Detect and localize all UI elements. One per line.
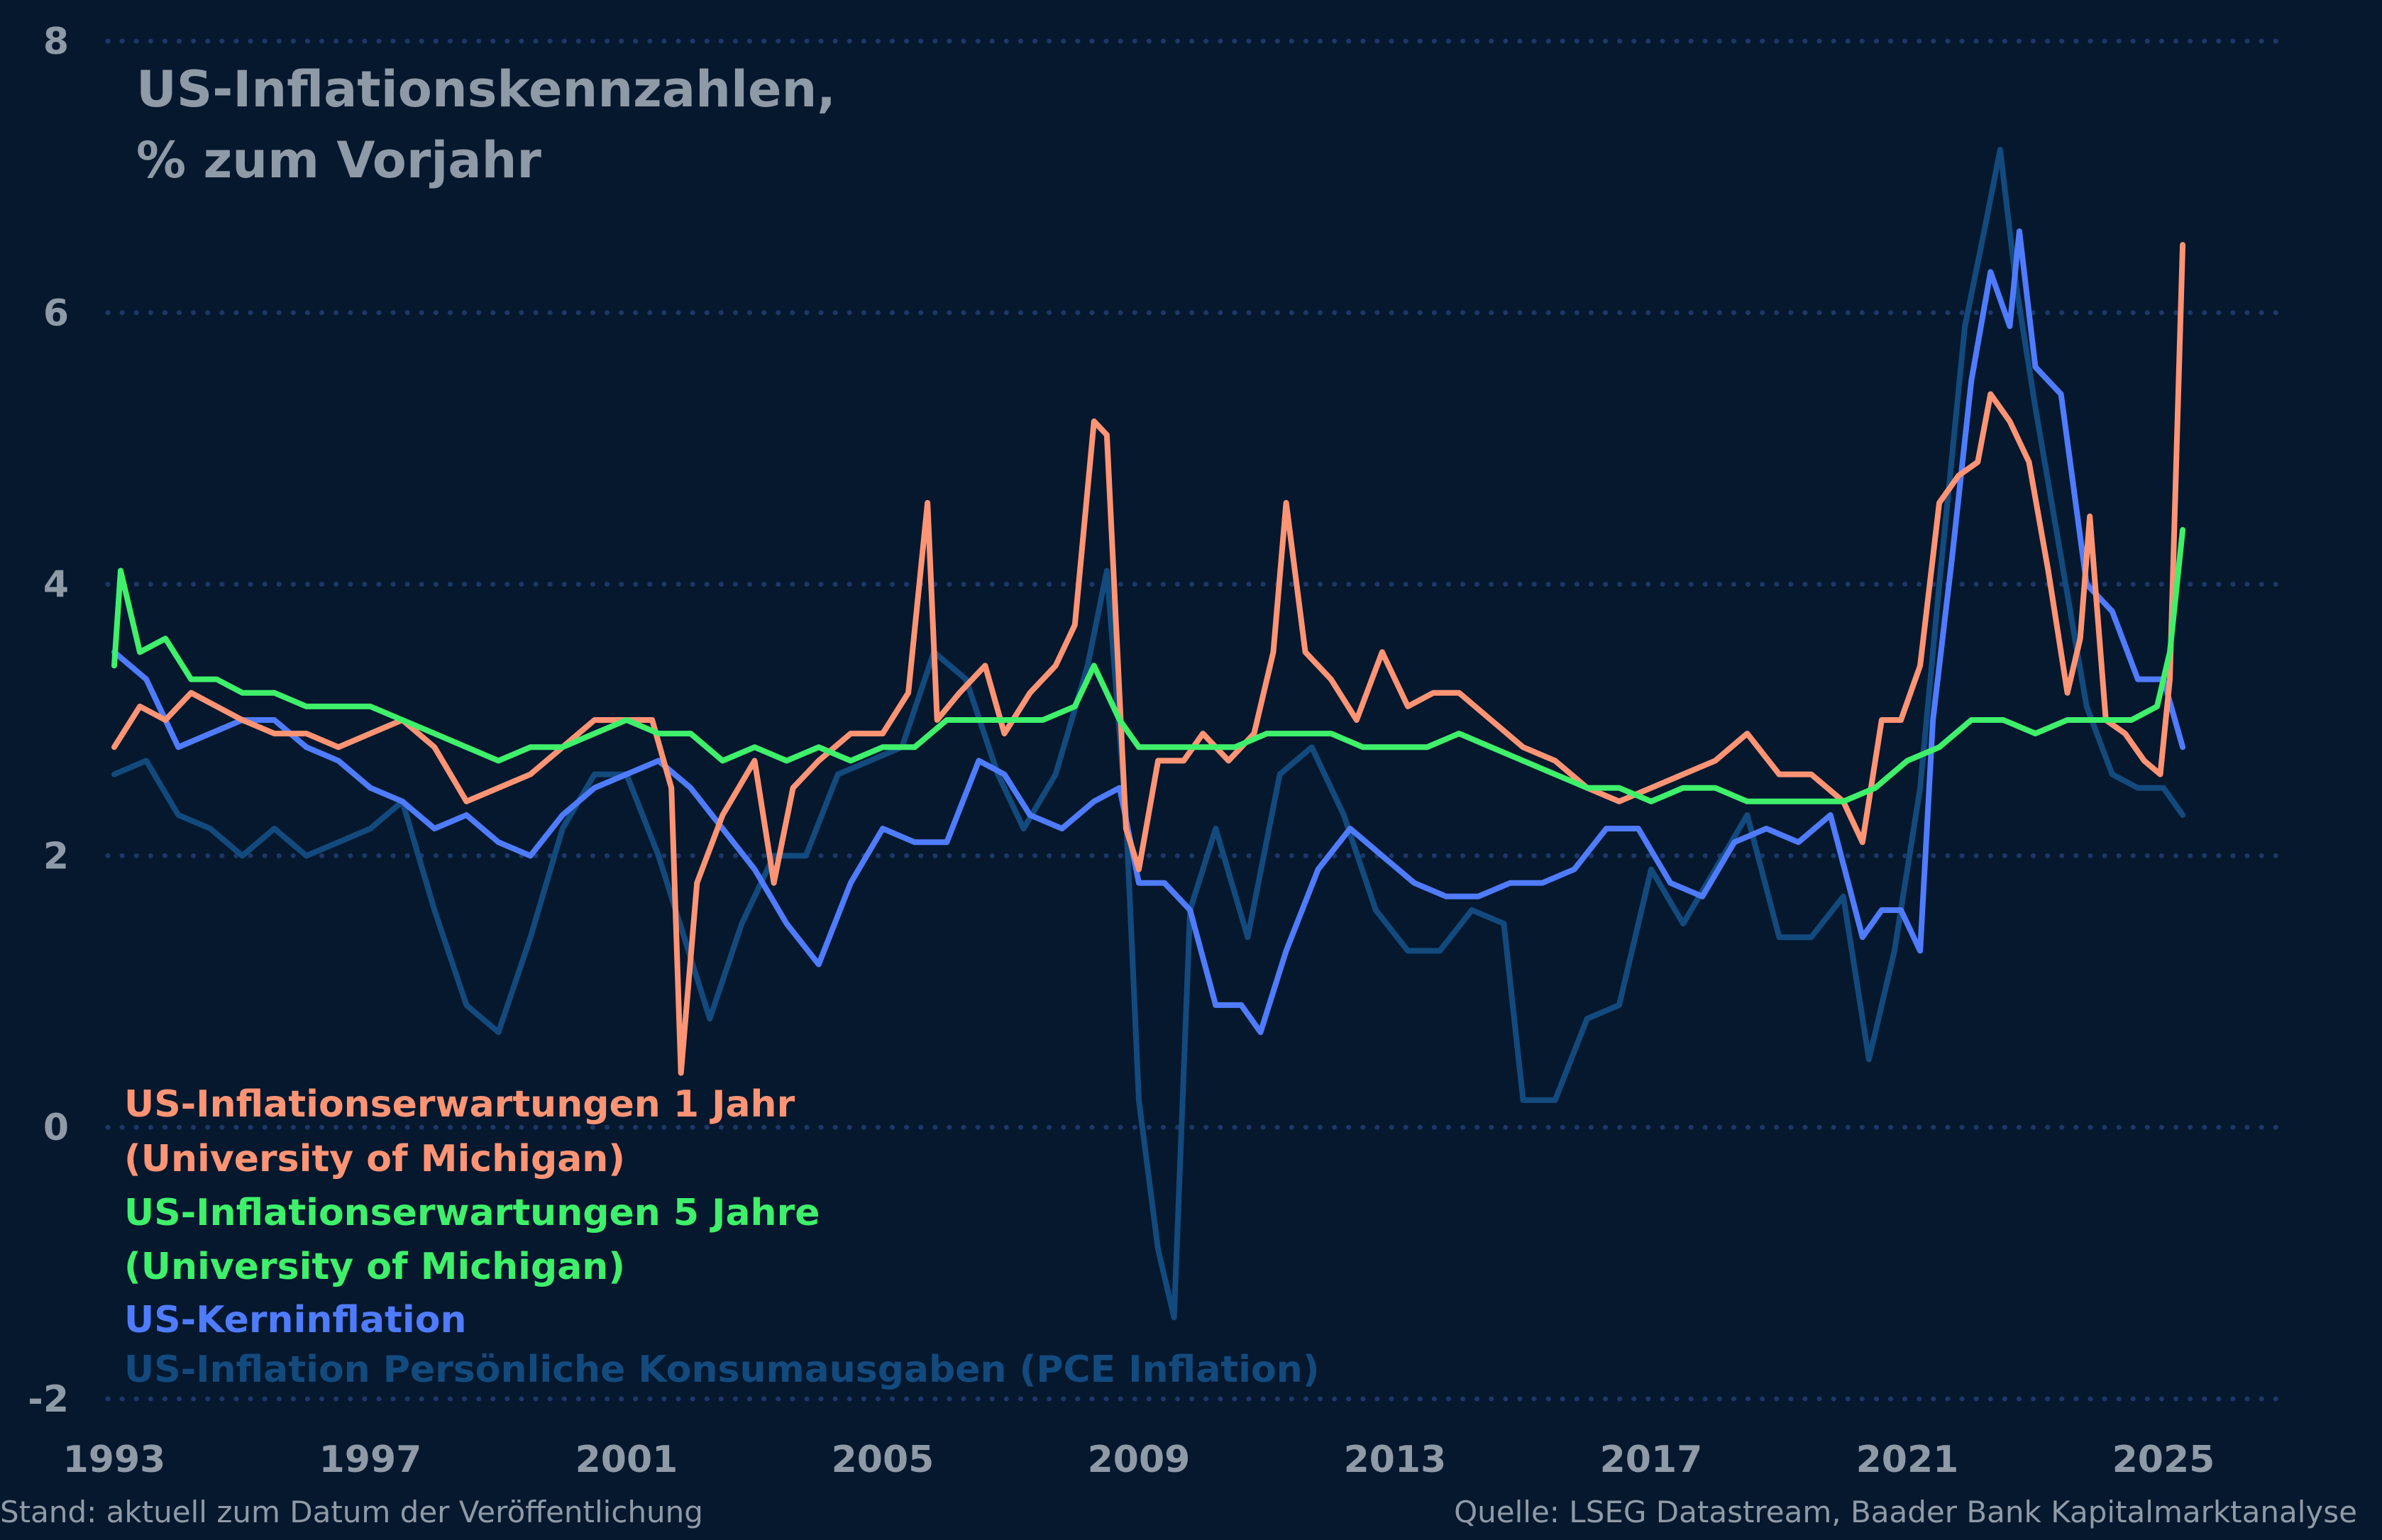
legend-entry: US-Inflation Persönliche Konsumausgaben … xyxy=(124,1348,1320,1391)
legend: US-Inflationserwartungen 1 Jahr (Universi… xyxy=(124,1083,1320,1391)
footer-left: Stand: aktuell zum Datum der Veröffentli… xyxy=(0,1495,703,1529)
x-tick-label: 2013 xyxy=(1344,1439,1447,1481)
x-tick-label: 1997 xyxy=(319,1439,422,1481)
y-tick-label: 2 xyxy=(43,835,69,877)
legend-entry: (University of Michigan) xyxy=(124,1246,625,1288)
x-tick-label: 2025 xyxy=(2112,1439,2215,1481)
y-tick-label: -2 xyxy=(28,1378,69,1421)
series-line-3 xyxy=(111,527,2186,804)
series-lines xyxy=(111,147,2186,1321)
y-tick-label: 8 xyxy=(43,21,69,63)
series-line-1 xyxy=(111,228,2186,1036)
x-tick-label: 2001 xyxy=(575,1439,678,1481)
series-line-0 xyxy=(111,147,2186,1321)
chart-title: US-Inflationskennzahlen, xyxy=(136,60,836,118)
y-tick-label: 6 xyxy=(43,292,69,335)
x-axis-ticks: 1993 1997 2001 2005 2009 2013 2017 2021 2025 xyxy=(63,1439,2215,1481)
legend-entry: US-Inflationserwartungen 1 Jahr xyxy=(124,1083,795,1126)
legend-entry: US-Inflationserwartungen 5 Jahre xyxy=(124,1192,820,1234)
y-axis-ticks: -2 0 2 4 6 8 xyxy=(28,21,69,1421)
legend-entry: US-Kerninflation xyxy=(124,1299,466,1341)
x-tick-label: 2017 xyxy=(1600,1439,1703,1481)
legend-entry: (University of Michigan) xyxy=(124,1138,625,1180)
x-tick-label: 1993 xyxy=(63,1439,166,1481)
y-tick-label: 0 xyxy=(43,1107,69,1149)
chart-subtitle: % zum Vorjahr xyxy=(136,131,541,189)
x-tick-label: 2021 xyxy=(1856,1439,1959,1481)
x-tick-label: 2005 xyxy=(832,1439,934,1481)
series-line-2 xyxy=(111,242,2186,1076)
x-tick-label: 2009 xyxy=(1088,1439,1191,1481)
y-tick-label: 4 xyxy=(43,564,69,606)
footer-right: Quelle: LSEG Datastream, Baader Bank Kap… xyxy=(1454,1495,2357,1529)
